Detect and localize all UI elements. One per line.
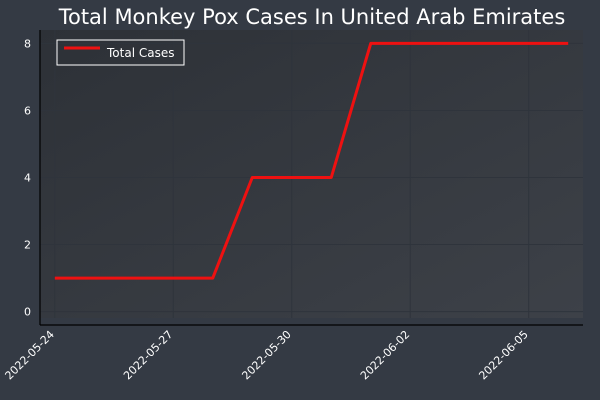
x-tick-label: 2022-05-30 <box>239 328 293 382</box>
axes <box>39 30 583 326</box>
x-tick-label: 2022-05-24 <box>3 328 57 382</box>
legend-label-total-cases: Total Cases <box>106 46 174 60</box>
plot-area <box>40 30 583 318</box>
series-line-total-cases <box>54 41 569 280</box>
y-tick-label: 2 <box>24 239 31 252</box>
y-tick-label: 4 <box>24 172 31 185</box>
legend-box <box>56 39 185 66</box>
y-tick-label: 8 <box>24 37 31 50</box>
legend: Total Cases <box>56 39 185 66</box>
y-tick-label: 0 <box>24 306 31 319</box>
chart-title: Total Monkey Pox Cases In United Arab Em… <box>58 5 566 29</box>
y-tick-label: 6 <box>24 104 31 117</box>
series-layer <box>54 41 569 280</box>
x-tick-label: 2022-06-05 <box>476 328 530 382</box>
x-tick-label: 2022-05-27 <box>121 328 175 382</box>
x-tick-label: 2022-06-02 <box>358 328 412 382</box>
